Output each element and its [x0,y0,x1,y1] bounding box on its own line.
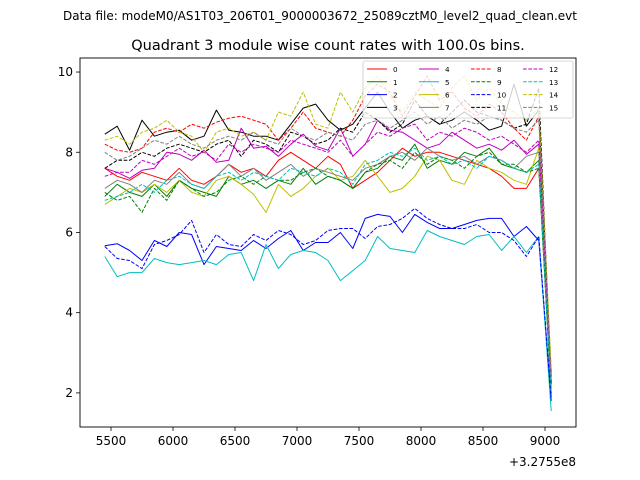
y-tick-label: 6 [65,225,73,239]
series-line-13 [104,147,552,393]
legend-label-6: 6 [445,91,450,100]
series-line-10 [104,207,552,401]
series-line-7 [104,147,552,389]
x-tick-label: 7500 [344,434,375,448]
y-tick-label: 10 [58,65,73,79]
x-tick-label: 5500 [96,434,127,448]
legend-label-9: 9 [497,78,502,87]
legend-label-4: 4 [445,65,450,74]
x-offset-label: +3.2755e8 [509,455,576,469]
x-tick-label: 7000 [282,434,313,448]
y-tick-label: 4 [65,306,73,320]
x-tick-label: 8500 [468,434,499,448]
legend-label-13: 13 [549,78,558,87]
x-tick-label: 9000 [530,434,561,448]
legend-label-0: 0 [393,65,398,74]
legend-label-14: 14 [549,91,559,100]
series-line-5 [104,230,552,412]
legend-label-11: 11 [497,103,506,112]
series-line-8 [104,75,552,373]
legend-label-1: 1 [393,78,398,87]
plot-area: 5500 6000 6500 7000 7500 8000 8500 9000 +3.2755e… [58,65,576,469]
suptitle: Data file: modeM0/AS1T03_206T01_90000036… [63,9,577,23]
series-line-9 [104,151,552,393]
legend-label-5: 5 [445,78,450,87]
series-line-3 [104,83,552,377]
y-tick-label: 2 [65,386,73,400]
y-tick-label: 8 [65,145,73,159]
legend-label-15: 15 [549,103,558,112]
series-line-12 [104,123,552,381]
x-tick-label: 6000 [158,434,189,448]
legend-label-8: 8 [497,65,502,74]
legend-label-2: 2 [393,91,398,100]
legend-label-12: 12 [549,65,558,74]
series-line-4 [104,119,552,381]
legend-label-10: 10 [497,91,507,100]
x-tick-label: 8000 [406,434,437,448]
series-line-15 [104,111,552,381]
x-tick-label: 6500 [220,434,251,448]
legend-label-7: 7 [445,103,450,112]
axes-frame [79,57,577,428]
chart-title: Quadrant 3 module wise count rates with … [131,38,525,54]
legend-box [362,60,574,119]
legend-label-3: 3 [393,103,398,112]
series-line-2 [104,213,552,401]
